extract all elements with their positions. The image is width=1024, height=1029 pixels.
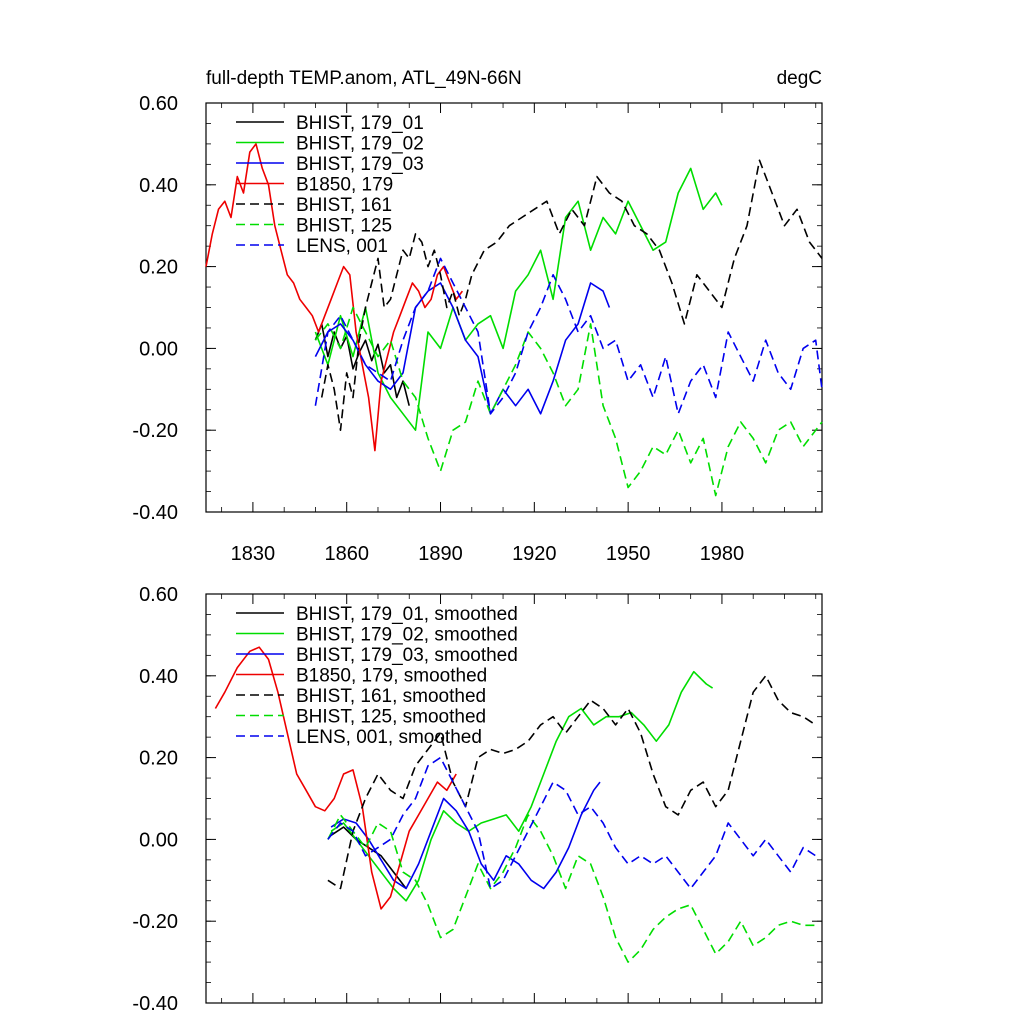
legend-label: BHIST, 125, smoothed <box>296 707 486 728</box>
y-tick-label: 0.20 <box>139 257 178 279</box>
legend-label: LENS, 001 <box>296 236 388 257</box>
series-line-3 <box>330 781 601 890</box>
y-tick-label: 0.20 <box>139 748 178 770</box>
series-line-5 <box>327 674 817 890</box>
series-line-6 <box>327 814 816 963</box>
series-line-3 <box>314 282 611 415</box>
legend-label: BHIST, 161, smoothed <box>296 686 486 707</box>
y-tick-label: -0.40 <box>132 502 178 524</box>
bottom-axes: -0.40 -0.20 0.00 0.20 0.40 0.60 <box>132 584 823 1015</box>
legend-label: BHIST, 179_03 <box>296 154 424 175</box>
legend-label: BHIST, 179_01, smoothed <box>296 604 518 625</box>
y-tick-label: 0.00 <box>139 829 178 851</box>
legend-label: B1850, 179 <box>296 175 393 196</box>
legend-label: BHIST, 179_03, smoothed <box>296 645 518 666</box>
x-tick-label: 1980 <box>700 543 745 565</box>
series-line-4 <box>205 143 464 452</box>
series-line-1 <box>314 323 410 406</box>
top-panel: full-depth TEMP.anom, ATL_49N-66N degC -… <box>132 68 823 565</box>
y-tick-label: 0.60 <box>139 93 178 115</box>
y-tick-label: -0.20 <box>132 420 178 442</box>
x-tick-label: 1920 <box>512 543 557 565</box>
y-tick-label: -0.20 <box>132 911 178 933</box>
legend-label: BHIST, 161 <box>296 195 392 216</box>
x-tick-label: 1950 <box>606 543 651 565</box>
x-tick-label: 1890 <box>418 543 463 565</box>
legend-label: BHIST, 179_01 <box>296 113 424 134</box>
bottom-series-group <box>214 646 817 963</box>
y-tick-label: -0.40 <box>132 993 178 1015</box>
x-tick-label: 1860 <box>324 543 369 565</box>
y-tick-label: 0.00 <box>139 338 178 360</box>
legend-label: B1850, 179, smoothed <box>296 666 487 687</box>
top-chart-title: full-depth TEMP.anom, ATL_49N-66N <box>206 68 522 89</box>
legend-label: BHIST, 179_02, smoothed <box>296 625 518 646</box>
y-tick-label: 0.40 <box>139 666 178 688</box>
x-tick-label: 1830 <box>231 543 276 565</box>
y-tick-label: 0.60 <box>139 584 178 606</box>
legend-label: BHIST, 179_02 <box>296 134 424 155</box>
series-line-6 <box>314 306 823 497</box>
top-axes: -0.40 -0.20 0.00 0.20 0.40 0.60 1830 1860 1890 19… <box>132 93 823 565</box>
legend-label: LENS, 001, smoothed <box>296 727 482 748</box>
series-line-7 <box>314 257 823 415</box>
bottom-panel: -0.40 -0.20 0.00 0.20 0.40 0.60 BHIST, 179_01… <box>132 584 823 1015</box>
series-line-7 <box>327 756 817 890</box>
top-chart-units: degC <box>777 68 822 89</box>
series-line-2 <box>330 670 714 902</box>
legend-label: BHIST, 125 <box>296 216 392 237</box>
top-series-group <box>205 143 823 497</box>
y-tick-label: 0.40 <box>139 175 178 197</box>
series-line-5 <box>320 159 823 432</box>
series-line-4 <box>214 646 457 910</box>
